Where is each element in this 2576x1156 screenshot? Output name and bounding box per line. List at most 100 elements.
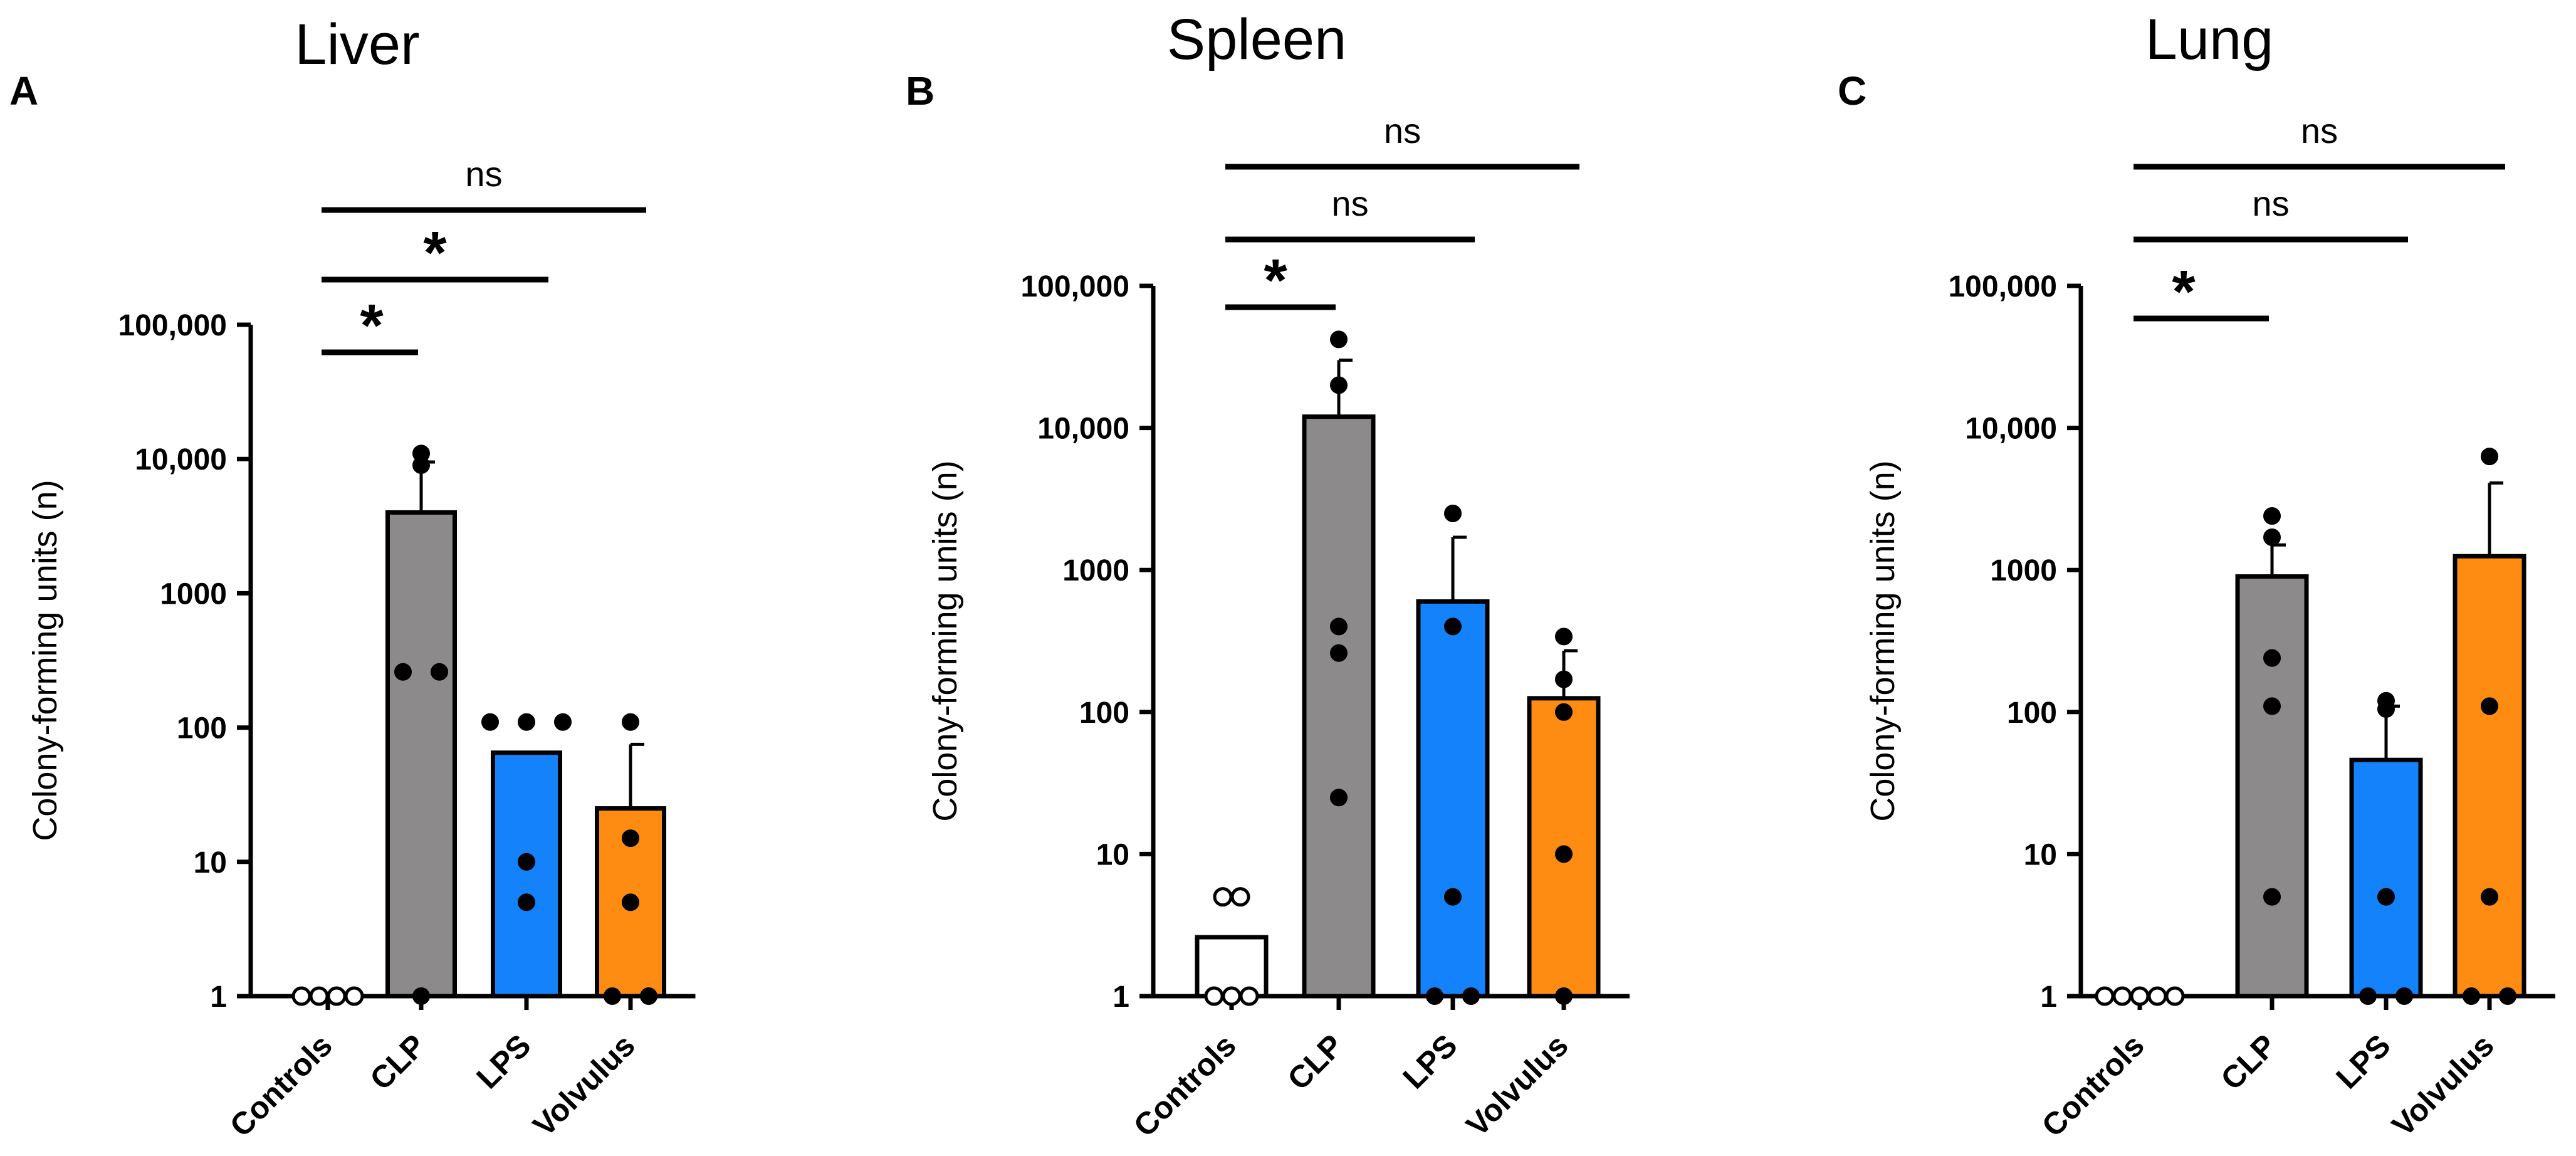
y-tick-label: 10,000	[1965, 412, 2057, 446]
significance-label: *	[1264, 247, 1287, 314]
data-point	[1555, 628, 1573, 646]
data-point	[412, 987, 430, 1005]
data-point	[1330, 644, 1348, 662]
x-tick-label: CLP	[2214, 1027, 2283, 1096]
bar-lps	[1416, 599, 1490, 999]
bar-lps	[2349, 757, 2423, 999]
y-tick-label: 100	[177, 712, 227, 745]
x-tick-label: CLP	[1280, 1027, 1349, 1096]
data-point	[1330, 617, 1348, 636]
data-point	[2263, 507, 2281, 525]
y-tick-label: 10,000	[1037, 412, 1129, 446]
data-point	[344, 986, 364, 1006]
significance-label: *	[423, 219, 447, 286]
panel-label: A	[9, 68, 38, 113]
data-point	[604, 987, 621, 1005]
x-tick-label: LPS	[1396, 1027, 1463, 1095]
data-point	[412, 456, 430, 475]
bar-clp	[1302, 414, 1376, 999]
data-point	[2377, 700, 2395, 718]
y-tick-label: 1	[2040, 980, 2057, 1014]
y-tick-label: 100,000	[118, 309, 227, 342]
chart-title: Liver	[295, 13, 419, 76]
bar-volvulus	[2453, 554, 2526, 999]
data-point	[291, 986, 312, 1006]
x-tick-label: Volvulus	[1459, 1027, 1574, 1143]
data-point	[518, 853, 535, 871]
y-tick-label: 100,000	[1948, 270, 2057, 303]
data-point	[2095, 986, 2115, 1006]
data-point	[327, 986, 347, 1006]
y-tick-label: 1000	[1062, 554, 1129, 587]
significance-label: ns	[2252, 184, 2289, 223]
y-tick-label: 1	[1113, 980, 1129, 1014]
data-point	[2263, 528, 2281, 546]
data-point	[1239, 986, 1259, 1006]
data-point	[622, 829, 639, 848]
data-point	[1330, 789, 1348, 807]
data-point	[2481, 448, 2498, 466]
bar-clp	[385, 510, 457, 999]
y-tick-label: 100	[2007, 696, 2057, 730]
data-point	[640, 987, 657, 1005]
y-tick-label: 100,000	[1020, 270, 1129, 303]
significance-label: ns	[465, 154, 502, 194]
data-point	[1222, 986, 1242, 1006]
data-point	[309, 986, 329, 1006]
y-tick-label: 10	[2024, 838, 2057, 871]
data-point	[2377, 888, 2395, 906]
panel-label: B	[906, 68, 935, 113]
data-point	[1204, 986, 1224, 1006]
data-point	[622, 893, 639, 912]
y-tick-label: 1000	[160, 577, 227, 611]
panel-label: C	[1838, 68, 1867, 113]
y-tick-label: 100	[1079, 696, 1129, 730]
data-point	[554, 713, 572, 731]
data-point	[1555, 845, 1573, 863]
data-point	[1555, 703, 1573, 721]
y-tick-label: 10	[1096, 838, 1129, 871]
y-tick-label: 10	[194, 846, 227, 880]
x-tick-label: Controls	[223, 1027, 339, 1143]
data-point	[2481, 697, 2498, 715]
bar-clp	[2235, 574, 2309, 999]
data-point	[1213, 887, 1233, 907]
data-point	[2395, 987, 2413, 1005]
data-point	[2165, 986, 2185, 1006]
significance-label: ns	[1331, 184, 1368, 223]
significance-label: ns	[1384, 111, 1421, 150]
y-axis-title: Colony-forming units (n)	[26, 480, 64, 841]
data-point	[2263, 888, 2281, 906]
data-point	[622, 713, 639, 731]
x-tick-label: Controls	[2035, 1027, 2151, 1143]
data-point	[1444, 888, 1462, 906]
data-point	[2263, 697, 2281, 715]
data-point	[1555, 670, 1573, 688]
y-tick-label: 1000	[1990, 554, 2057, 587]
bar-controls	[1195, 935, 1269, 999]
x-tick-label: LPS	[2329, 1027, 2397, 1095]
significance-label: *	[360, 292, 384, 359]
bar-lps	[491, 750, 562, 999]
y-axis-title: Colony-forming units (n)	[926, 460, 964, 821]
x-tick-label: CLP	[363, 1027, 432, 1096]
panel-a: Liver A 1 10 100 1000 10,000 100,000 Colony-form…	[9, 13, 696, 1143]
data-point	[2463, 987, 2480, 1005]
x-tick-label: LPS	[469, 1027, 537, 1095]
data-point	[518, 713, 535, 731]
data-point	[1330, 330, 1348, 349]
data-point	[2147, 986, 2167, 1006]
y-axis-title: Colony-forming units (n)	[1864, 460, 1902, 821]
significance-label: ns	[2301, 111, 2338, 150]
data-point	[394, 663, 412, 681]
data-point	[518, 893, 535, 912]
data-point	[1426, 987, 1443, 1005]
data-point	[2359, 987, 2377, 1005]
x-tick-label: Volvulus	[2385, 1027, 2500, 1143]
data-point	[1444, 505, 1462, 523]
data-point	[2499, 987, 2516, 1005]
x-tick-label: Volvulus	[526, 1027, 641, 1143]
data-point	[431, 663, 448, 681]
data-point	[2130, 986, 2150, 1006]
